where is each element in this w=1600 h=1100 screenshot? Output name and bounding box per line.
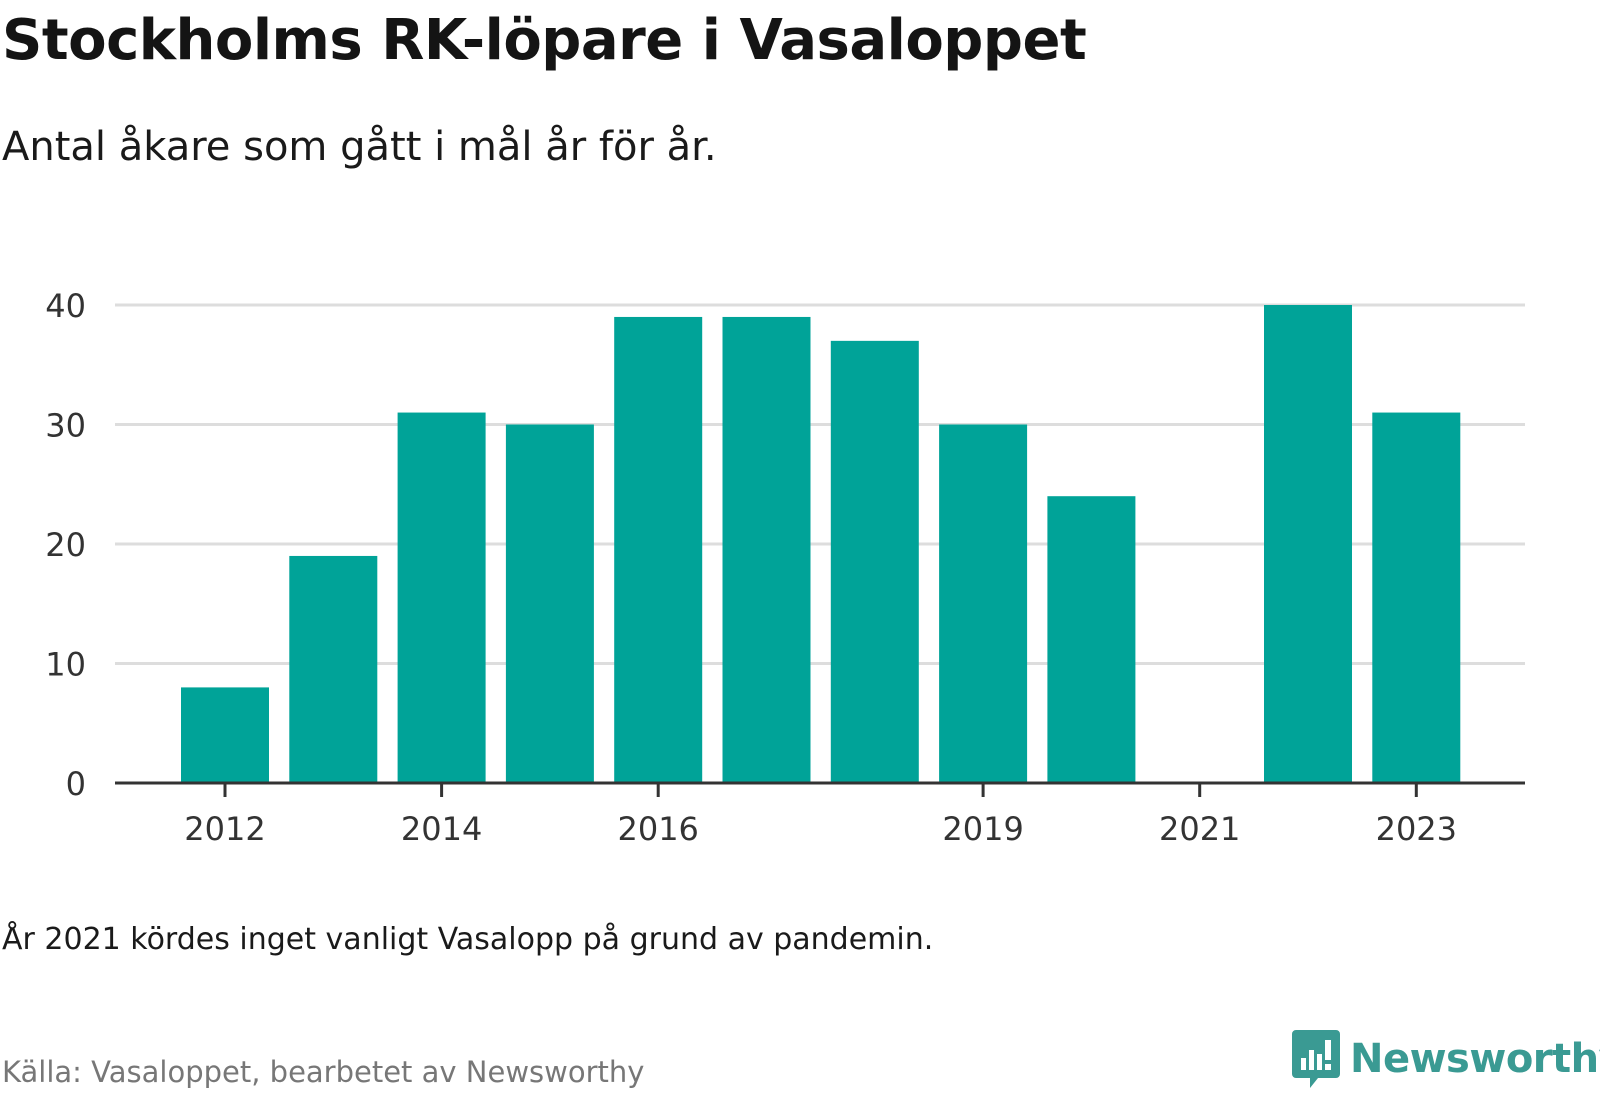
bar-chart: 0 10 20 30 40 2012 2014 2016 2019 2021 2023: [45, 287, 1525, 848]
x-tick-label: 2023: [1376, 810, 1457, 848]
bar-2020: [1047, 496, 1136, 783]
bar-2018: [830, 340, 919, 783]
newsworthy-logo: Newsworthy: [1292, 1030, 1600, 1088]
newsworthy-logo-icon: [1292, 1030, 1340, 1088]
y-tick-label: 10: [45, 646, 86, 684]
x-tick-label: 2016: [617, 810, 698, 848]
bar-2016: [614, 316, 703, 783]
x-tick-label: 2019: [942, 810, 1023, 848]
bars: [181, 305, 1461, 783]
x-tick-label: 2014: [401, 810, 482, 848]
y-tick-label: 40: [45, 287, 86, 325]
y-tick-label: 30: [45, 407, 86, 445]
source-credit: Källa: Vasaloppet, bearbetet av Newswort…: [2, 1055, 645, 1089]
chart-subtitle: Antal åkare som gått i mål år för år.: [2, 124, 717, 170]
bar-2023: [1372, 412, 1461, 783]
bar-2019: [939, 424, 1028, 783]
bar-2022: [1264, 305, 1352, 783]
x-tick-label: 2012: [184, 810, 265, 848]
bar-2012: [181, 687, 269, 783]
bar-2013: [289, 555, 378, 783]
chart-title: Stockholms RK-löpare i Vasaloppet: [2, 8, 1087, 73]
x-tick-label: 2021: [1159, 810, 1240, 848]
y-tick-label: 0: [66, 765, 86, 803]
bar-2014: [397, 412, 486, 783]
bar-2017: [722, 316, 811, 783]
x-tick-labels: 2012 2014 2016 2019 2021 2023: [184, 810, 1457, 848]
axes: [115, 781, 1525, 797]
brand-name: Newsworthy: [1350, 1036, 1600, 1082]
footnote: År 2021 kördes inget vanligt Vasalopp på…: [2, 922, 934, 957]
y-tick-labels: 0 10 20 30 40: [45, 287, 86, 803]
bar-2015: [505, 424, 594, 783]
y-tick-label: 20: [45, 526, 86, 564]
